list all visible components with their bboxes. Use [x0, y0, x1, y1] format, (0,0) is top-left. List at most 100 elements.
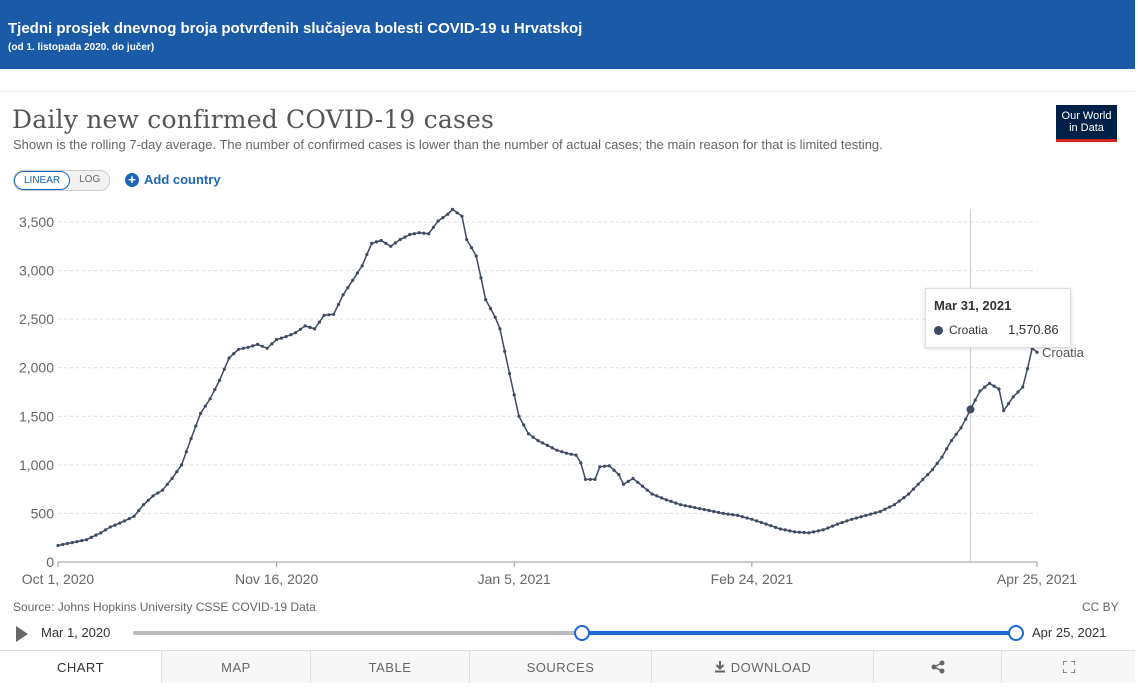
tab-bar: CHART MAP TABLE SOURCES DOWNLOAD	[0, 650, 1135, 683]
data-point	[56, 543, 60, 548]
data-point	[89, 535, 93, 539]
data-point	[930, 468, 935, 472]
data-point	[189, 437, 193, 441]
data-point	[774, 525, 778, 529]
data-point	[446, 212, 450, 216]
data-point	[588, 477, 592, 481]
timeline-end-handle[interactable]	[1008, 625, 1024, 641]
data-point	[118, 521, 122, 525]
data-point	[427, 232, 431, 236]
source-link[interactable]: Source: Johns Hopkins University CSSE CO…	[13, 600, 316, 614]
data-point	[218, 378, 222, 382]
data-point	[1011, 395, 1015, 399]
data-point	[270, 342, 274, 346]
data-point	[365, 252, 369, 257]
logo-line-1: Our World	[1061, 110, 1112, 122]
data-point	[897, 499, 901, 503]
data-point	[526, 432, 531, 436]
data-point	[707, 508, 711, 513]
data-point	[973, 398, 977, 402]
data-point	[422, 231, 426, 235]
tab-fullscreen[interactable]	[1002, 651, 1135, 683]
data-point	[103, 528, 108, 532]
data-point	[821, 528, 825, 532]
y-tick-label: 1,500	[19, 408, 54, 424]
data-point	[888, 505, 892, 509]
tab-share[interactable]	[874, 651, 1002, 683]
y-tick-label: 3,000	[19, 263, 54, 279]
tab-map[interactable]: MAP	[162, 651, 311, 683]
data-point	[80, 539, 84, 543]
data-point	[902, 496, 906, 500]
data-point	[712, 509, 716, 514]
data-point	[479, 276, 483, 280]
data-point	[137, 508, 141, 513]
scale-log-button[interactable]: LOG	[70, 171, 110, 190]
data-point	[650, 492, 654, 496]
data-point	[322, 313, 326, 317]
play-icon[interactable]	[16, 626, 28, 642]
data-point	[151, 494, 155, 498]
data-point	[341, 293, 345, 297]
data-point	[864, 513, 868, 517]
tooltip-country: Croatia	[949, 323, 988, 337]
tab-table[interactable]: TABLE	[311, 651, 470, 683]
data-point	[431, 225, 435, 229]
data-point	[294, 331, 298, 335]
data-point	[156, 491, 160, 495]
highlight-point	[966, 405, 975, 414]
data-point	[265, 346, 269, 350]
data-point	[1006, 402, 1011, 406]
header-banner: Tjedni prosjek dnevnog broja potvrđenih …	[0, 0, 1135, 69]
scale-toggle: LINEAR LOG	[13, 170, 111, 191]
x-axis: Oct 1, 2020 Nov 16, 2020 Jan 5, 2021 Feb 24…	[22, 562, 1077, 587]
data-point	[203, 404, 207, 408]
data-point	[517, 414, 521, 418]
timeline: Mar 1, 2020 Apr 25, 2021	[0, 620, 1138, 646]
data-point	[759, 520, 764, 525]
data-point	[698, 507, 702, 511]
data-point	[208, 397, 212, 401]
tooltip-date: Mar 31, 2021	[934, 298, 1012, 313]
data-point	[726, 512, 730, 516]
x-tick-label: Oct 1, 2020	[22, 571, 95, 587]
x-tick-label: Nov 16, 2020	[235, 571, 318, 587]
data-point	[769, 524, 773, 528]
data-point	[455, 211, 459, 215]
data-point	[845, 519, 849, 523]
owid-logo[interactable]: Our World in Data	[1056, 105, 1117, 142]
timeline-start-handle[interactable]	[573, 625, 590, 641]
data-point	[674, 501, 678, 505]
data-point	[626, 479, 630, 483]
tab-chart[interactable]: CHART	[0, 651, 162, 683]
data-point	[964, 417, 968, 421]
line-chart[interactable]: 0 500 1,000 1,500 2,000 2,500 3,000 3,500 Oct 1…	[0, 195, 1138, 595]
data-point	[831, 524, 835, 528]
data-point	[460, 214, 464, 218]
data-point	[84, 538, 89, 542]
tab-download[interactable]: DOWNLOAD	[652, 651, 874, 683]
data-point	[222, 367, 226, 371]
data-point	[679, 503, 683, 507]
data-point	[926, 473, 930, 477]
add-country-button[interactable]: + Add country	[125, 172, 221, 187]
data-point	[555, 448, 559, 452]
license-link[interactable]: CC BY	[1082, 600, 1119, 614]
series-points	[56, 207, 1039, 548]
data-point	[384, 241, 388, 245]
data-point	[503, 349, 507, 353]
scale-linear-button[interactable]: LINEAR	[14, 171, 71, 190]
data-point	[788, 529, 792, 533]
data-point	[873, 511, 878, 515]
data-point	[507, 371, 512, 376]
tab-sources[interactable]: SOURCES	[470, 651, 652, 683]
y-axis: 0 500 1,000 1,500 2,000 2,500 3,000 3,500	[19, 214, 54, 570]
data-point	[593, 477, 597, 481]
y-tick-label: 2,500	[19, 311, 54, 327]
data-point	[108, 525, 112, 529]
data-point	[911, 487, 916, 491]
data-point	[303, 324, 307, 328]
data-point	[660, 496, 664, 500]
data-point	[564, 451, 569, 455]
data-point	[731, 513, 735, 517]
